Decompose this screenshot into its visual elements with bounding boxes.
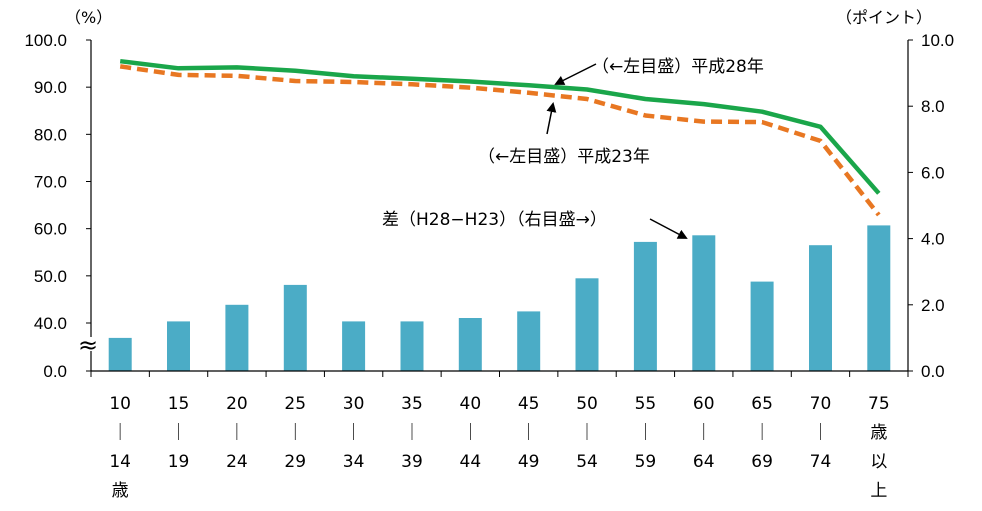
bar-diff xyxy=(750,281,774,371)
tick-labels: 100.090.080.070.060.050.040.00.010.08.06… xyxy=(24,31,954,501)
annotation-h28-arrow xyxy=(554,63,597,85)
category-label: 74 xyxy=(810,452,832,472)
category-label: ｜ xyxy=(579,423,596,443)
left-tick-label: 70.0 xyxy=(34,173,67,192)
left-tick-label: 80.0 xyxy=(34,125,67,144)
category-label: 34 xyxy=(343,452,365,472)
category-label: 35 xyxy=(401,394,423,414)
category-label: 19 xyxy=(168,452,190,472)
category-label: 15 xyxy=(168,394,190,414)
left-tick-label: 90.0 xyxy=(34,78,67,97)
category-label: 上 xyxy=(870,481,887,501)
left-tick-label: 60.0 xyxy=(34,220,67,239)
category-label: 55 xyxy=(635,394,657,414)
bar-diff xyxy=(867,225,891,371)
category-label: ｜ xyxy=(403,423,420,443)
line-h23 xyxy=(119,64,881,217)
bar-diff xyxy=(108,337,132,371)
category-label: ｜ xyxy=(345,423,362,443)
right-tick-label: 4.0 xyxy=(921,230,945,249)
bar-diff xyxy=(167,321,190,371)
right-tick-label: 2.0 xyxy=(921,296,945,315)
left-tick-label: 40.0 xyxy=(34,314,67,333)
right-tick-label: 0.0 xyxy=(921,362,945,381)
bar-diff xyxy=(633,241,657,371)
left-tick-label: 0.0 xyxy=(43,362,67,381)
annotation-h23: （←左目盛）平成23年 xyxy=(478,147,650,167)
bar-series xyxy=(108,225,891,371)
category-label: ｜ xyxy=(695,423,712,443)
category-label: 20 xyxy=(226,394,248,414)
category-label: 70 xyxy=(810,394,832,414)
category-label: 25 xyxy=(284,394,306,414)
annotation-diff-arrow xyxy=(649,218,688,239)
right-tick-label: 6.0 xyxy=(921,163,945,182)
category-label: ｜ xyxy=(754,423,771,443)
bar-diff xyxy=(400,321,424,371)
category-label: 24 xyxy=(226,452,248,472)
annotation-h23-arrow xyxy=(546,102,557,135)
category-label: 40 xyxy=(460,394,482,414)
category-label: 14 xyxy=(109,452,131,472)
bar-diff xyxy=(692,235,716,371)
category-label: 10 xyxy=(109,394,131,414)
category-label: 64 xyxy=(693,452,715,472)
category-label: 49 xyxy=(518,452,540,472)
category-label: ｜ xyxy=(112,423,129,443)
category-label: ｜ xyxy=(462,423,479,443)
bar-diff xyxy=(517,311,541,371)
annotation-diff: 差（H28−H23）（右目盛→） xyxy=(382,210,607,230)
category-label: 60 xyxy=(693,394,715,414)
category-label: ｜ xyxy=(287,423,304,443)
category-label: 以 xyxy=(870,452,887,472)
right-axis-unit: （ポイント） xyxy=(836,8,932,27)
category-label: 59 xyxy=(635,452,657,472)
category-label: 50 xyxy=(576,394,598,414)
right-tick-label: 8.0 xyxy=(921,97,945,116)
bar-diff xyxy=(342,321,366,371)
category-label: ｜ xyxy=(520,423,537,443)
annotation-h28: （←左目盛）平成28年 xyxy=(592,57,764,77)
bar-diff xyxy=(458,318,482,371)
line-h28 xyxy=(119,58,881,195)
category-label: 39 xyxy=(401,452,423,472)
category-label: ｜ xyxy=(812,423,829,443)
category-label: 75 xyxy=(868,394,890,414)
left-tick-label: 100.0 xyxy=(24,31,67,50)
category-label: 29 xyxy=(284,452,306,472)
axis-break-symbol: ≈ xyxy=(78,331,98,359)
bar-diff xyxy=(575,278,599,371)
category-label: ｜ xyxy=(637,423,654,443)
category-label: ｜ xyxy=(228,423,245,443)
bar-diff xyxy=(225,304,249,371)
category-label: 歳 xyxy=(870,423,887,443)
category-label: 54 xyxy=(576,452,598,472)
left-tick-label: 50.0 xyxy=(34,267,67,286)
category-label: 歳 xyxy=(112,481,129,501)
category-label: 69 xyxy=(751,452,773,472)
bar-diff xyxy=(283,284,307,371)
category-label: ｜ xyxy=(170,423,187,443)
right-tick-label: 10.0 xyxy=(921,31,954,50)
category-label: 65 xyxy=(751,394,773,414)
category-label: 44 xyxy=(460,452,482,472)
axis-break-gap xyxy=(79,337,103,351)
bar-diff xyxy=(809,245,832,371)
category-label: 30 xyxy=(343,394,365,414)
axes: ≈ xyxy=(78,39,913,377)
category-label: 45 xyxy=(518,394,540,414)
left-axis-unit: （%） xyxy=(65,8,112,27)
line-series xyxy=(119,58,881,217)
